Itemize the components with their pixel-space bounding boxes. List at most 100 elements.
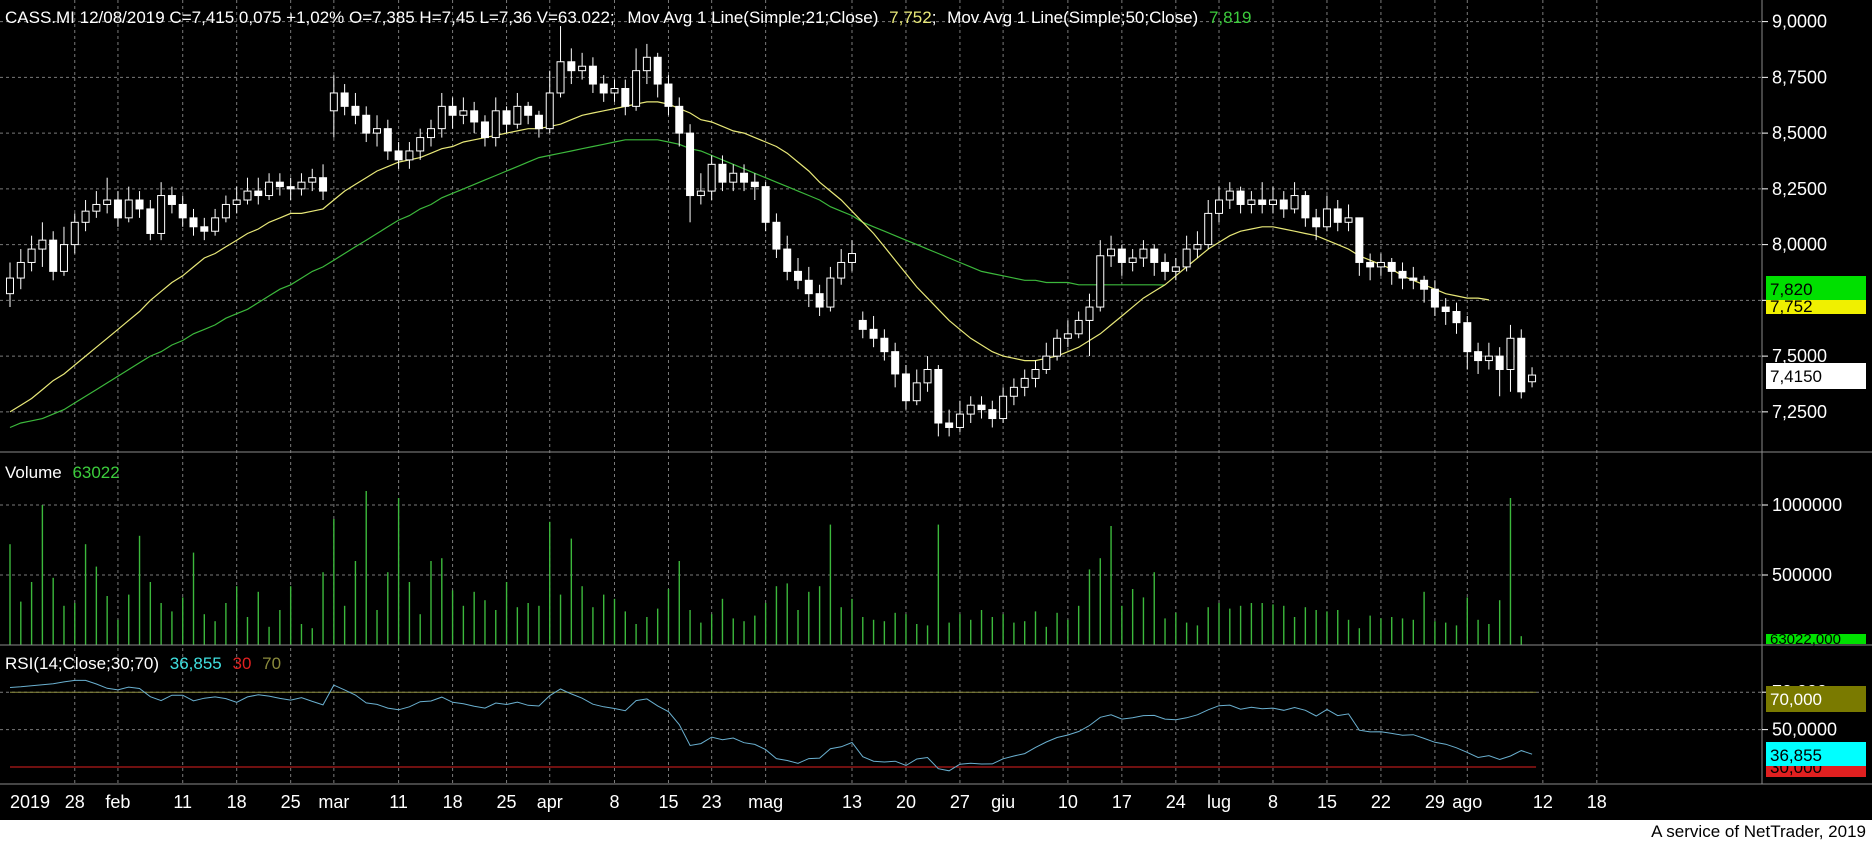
candle-body [38, 239, 47, 250]
candle-body [1301, 195, 1310, 219]
date-tick-label: giu [991, 792, 1015, 812]
candle [221, 195, 230, 223]
candle-body [1441, 306, 1450, 313]
candle [1484, 342, 1493, 370]
candle-body [588, 65, 597, 85]
candle [459, 97, 468, 125]
footer: A service of NetTrader, 2019 [0, 820, 1872, 844]
rsi70-value-label: 70,000 [1766, 686, 1866, 712]
candle-body [653, 56, 662, 85]
ma50-value: 7,819 [1209, 8, 1252, 27]
date-tick-label: 22 [1371, 792, 1391, 812]
volume-header: Volume 63022 [5, 463, 120, 482]
candle-body [1463, 322, 1472, 353]
candle-body [783, 248, 792, 272]
candle [1204, 200, 1213, 250]
candle [437, 92, 446, 138]
date-tick-label: 20 [896, 792, 916, 812]
candle [1215, 186, 1224, 223]
last-price-label: 7,4150 [1766, 363, 1866, 389]
date-tick-label: 18 [227, 792, 247, 812]
candle [200, 217, 209, 241]
date-tick-label: mar [318, 792, 349, 812]
candle [1409, 266, 1418, 290]
candle [308, 168, 317, 192]
candle-body [416, 137, 425, 152]
candle-body [545, 92, 554, 130]
candle [1366, 253, 1375, 281]
candle [1387, 257, 1396, 285]
candle [448, 97, 457, 129]
candle-body [729, 172, 738, 183]
candle-body [329, 92, 338, 112]
volume-tick-label: 500000 [1772, 565, 1832, 585]
candle [1528, 367, 1537, 388]
date-tick-label: 12 [1533, 792, 1553, 812]
volume-panel[interactable] [9, 491, 1522, 645]
candle [1452, 302, 1461, 334]
candle [1031, 360, 1040, 388]
candle [945, 409, 954, 437]
ma21-polyline [9, 101, 1489, 413]
candle [1376, 253, 1385, 276]
candle [567, 48, 576, 85]
candle [232, 186, 241, 214]
candle [1117, 244, 1126, 276]
candle [146, 200, 155, 241]
candle-body [772, 221, 781, 250]
volume-axis: 1000000 500000 [1762, 495, 1842, 585]
date-tick-label: 25 [281, 792, 301, 812]
candle [1009, 378, 1018, 406]
candle-body [221, 203, 230, 219]
candle-body [1528, 374, 1537, 383]
candle [1053, 329, 1062, 361]
candle [1258, 182, 1267, 214]
candle-body [740, 172, 749, 183]
candle [1517, 329, 1526, 399]
candle-body [1204, 212, 1213, 246]
candle-body [1474, 351, 1483, 362]
rsi-panel[interactable] [9, 679, 1537, 772]
rsi-line [9, 679, 1533, 772]
candle-body [383, 128, 392, 152]
candle [1290, 182, 1299, 214]
candle-body [761, 186, 770, 223]
date-tick-label: 23 [702, 792, 722, 812]
candle [588, 57, 597, 93]
ma50-polyline [9, 139, 1166, 429]
candle-body [599, 83, 608, 94]
candle-body [1452, 311, 1461, 324]
price-axis: 9,00008,75008,50008,25008,00007,75007,50… [1762, 12, 1827, 422]
candle [783, 235, 792, 281]
candle-body [988, 409, 997, 420]
candle [275, 173, 284, 196]
candle [1495, 347, 1504, 397]
candle [502, 106, 511, 134]
candlesticks[interactable] [6, 26, 1537, 437]
candle-body [308, 177, 317, 183]
candle [6, 262, 14, 308]
candle [1182, 235, 1191, 272]
candle [1420, 275, 1429, 303]
candle-body [1344, 217, 1353, 223]
svg-text:63022,000: 63022,000 [1770, 631, 1841, 648]
price-panel[interactable] [6, 26, 1537, 437]
candle [167, 186, 176, 214]
candle [1430, 280, 1439, 316]
date-tick-label: 2019 [10, 792, 50, 812]
candle-body [265, 181, 274, 197]
candle [794, 257, 803, 290]
candle [329, 75, 338, 138]
date-tick-label: feb [105, 792, 130, 812]
date-tick-label: lug [1207, 792, 1231, 812]
candle-body [815, 293, 824, 308]
candle [178, 195, 187, 227]
candle-body [675, 105, 684, 134]
candle-body [319, 177, 328, 192]
candle [1042, 342, 1051, 374]
candle-body [826, 277, 835, 308]
date-tick-label: 17 [1112, 792, 1132, 812]
date-tick-label: 10 [1058, 792, 1078, 812]
candle [113, 191, 122, 227]
candle [286, 177, 295, 201]
